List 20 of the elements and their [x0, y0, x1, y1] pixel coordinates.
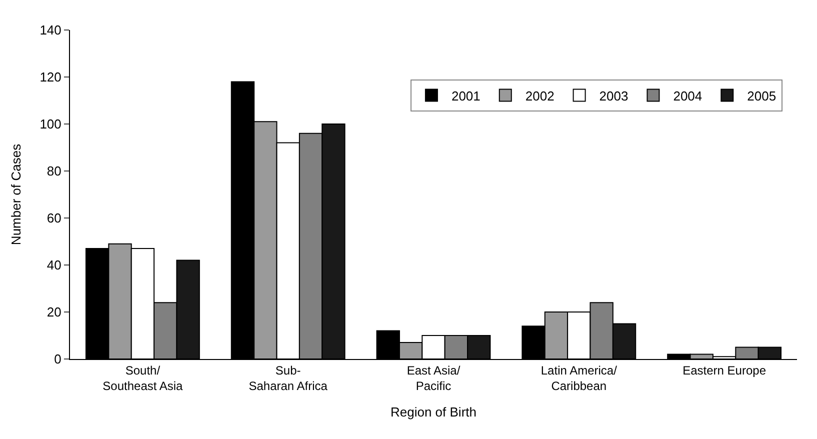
- y-tick-label: 120: [40, 70, 62, 85]
- y-tick-label: 20: [46, 304, 62, 320]
- legend-label: 2003: [599, 88, 628, 104]
- y-tick-label: 140: [40, 22, 62, 38]
- x-tick-label: Sub- Saharan Africa: [248, 363, 328, 393]
- y-tick-label: 100: [40, 116, 62, 132]
- y-tick-label: 60: [46, 210, 62, 226]
- legend-label: 2002: [525, 88, 554, 104]
- y-tick-label: 0: [54, 352, 62, 367]
- legend-label: 2004: [673, 88, 702, 104]
- y-tick-label: 40: [46, 258, 62, 273]
- x-tick-label: South/ Southeast Asia: [102, 363, 184, 393]
- legend-label: 2001: [451, 88, 480, 104]
- x-axis-title: Region of Birth: [390, 404, 476, 420]
- legend-label: 2005: [747, 88, 776, 104]
- x-tick-label: East Asia/ Pacific: [406, 363, 461, 393]
- y-axis-title: Number of Cases: [8, 143, 24, 246]
- y-tick-label: 80: [46, 164, 62, 179]
- x-tick-label: Eastern Europe: [682, 363, 766, 378]
- x-tick-label: Latin America/ Caribbean: [540, 363, 618, 393]
